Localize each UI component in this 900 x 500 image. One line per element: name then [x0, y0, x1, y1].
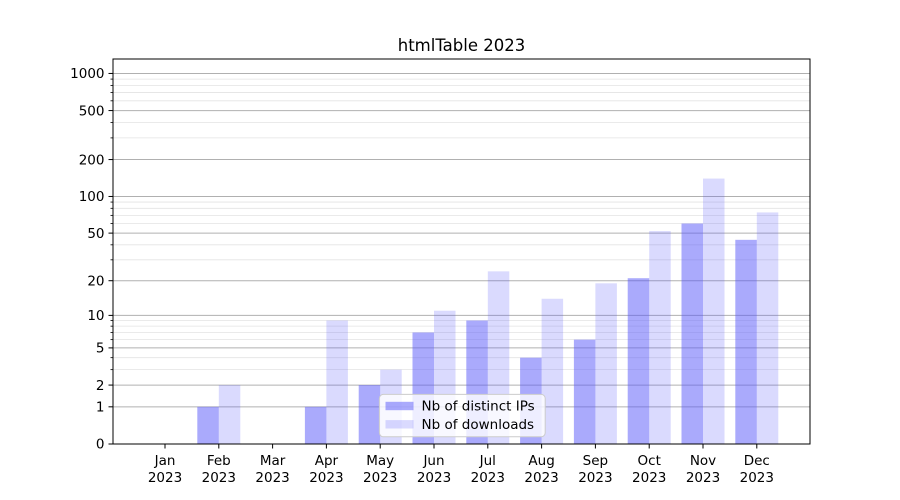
y-tick-label-100: 100 [79, 189, 105, 205]
x-tick-label-oct-2023: Oct 2023 [632, 453, 666, 486]
legend-box [378, 393, 546, 438]
y-tick-label-1000: 1000 [70, 66, 104, 82]
x-tick-label-jun-2023: Jun 2023 [417, 453, 451, 486]
x-tick-label-jan-2023: Jan 2023 [148, 453, 182, 486]
x-tick-label-mar-2023: Mar 2023 [255, 453, 289, 486]
y-tick-label-5: 5 [96, 341, 105, 357]
y-tick-label-2: 2 [96, 378, 105, 394]
bar-nb-of-distinct-ips-nov-2023 [681, 223, 703, 444]
bar-nb-of-downloads-dec-2023 [756, 212, 779, 444]
y-tick-label-200: 200 [79, 152, 105, 168]
chart-title: htmlTable 2023 [398, 36, 526, 55]
legend: Nb of distinct IPs Nb of downloads [378, 393, 546, 438]
legend-swatch-nb-of-distinct-ips [385, 401, 414, 411]
bar-nb-of-downloads-aug-2023 [541, 298, 564, 444]
x-tick-label-dec-2023: Dec 2023 [740, 453, 774, 486]
bar-nb-of-distinct-ips-dec-2023 [735, 239, 757, 444]
y-tick-label-1: 1 [96, 400, 105, 416]
x-tick-label-nov-2023: Nov 2023 [686, 453, 720, 486]
x-tick-label-sep-2023: Sep 2023 [578, 453, 612, 486]
x-tick-label-apr-2023: Apr 2023 [309, 453, 343, 486]
bar-nb-of-distinct-ips-sep-2023 [573, 339, 596, 444]
bar-nb-of-distinct-ips-may-2023 [358, 385, 381, 444]
legend-label-nb-of-downloads: Nb of downloads [422, 417, 535, 433]
bar-nb-of-distinct-ips-feb-2023 [197, 406, 219, 444]
bar-nb-of-downloads-nov-2023 [703, 178, 725, 444]
legend-swatch-nb-of-downloads [385, 420, 414, 429]
y-tick-label-50: 50 [87, 226, 104, 242]
bar-nb-of-distinct-ips-oct-2023 [627, 278, 650, 444]
plot-border [112, 58, 811, 445]
bar-nb-of-downloads-feb-2023 [218, 385, 241, 444]
y-tick-label-20: 20 [87, 273, 104, 289]
bar-nb-of-distinct-ips-apr-2023 [304, 406, 327, 444]
y-tick-label-0: 0 [96, 437, 105, 453]
bar-nb-of-downloads-apr-2023 [326, 320, 348, 444]
x-tick-label-aug-2023: Aug 2023 [524, 453, 558, 486]
x-tick-label-may-2023: May 2023 [363, 453, 397, 486]
y-tick-label-500: 500 [79, 103, 105, 119]
x-tick-label-jul-2023: Jul 2023 [471, 453, 505, 486]
legend-label-nb-of-distinct-ips: Nb of distinct IPs [422, 399, 535, 415]
y-tick-label-10: 10 [87, 308, 104, 324]
bar-nb-of-downloads-sep-2023 [595, 283, 617, 444]
bar-nb-of-downloads-oct-2023 [649, 231, 671, 444]
x-tick-label-feb-2023: Feb 2023 [202, 453, 236, 486]
